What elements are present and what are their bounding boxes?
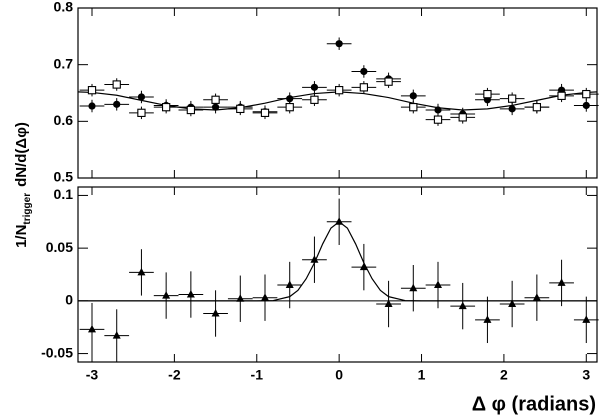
y-tick-label: 0 — [65, 292, 73, 308]
y-tick-label: 0.6 — [54, 112, 74, 128]
x-tick-label: 1 — [418, 367, 426, 383]
data-point — [211, 95, 220, 104]
data-point — [409, 283, 418, 292]
data-point — [112, 80, 121, 89]
data-point — [434, 280, 443, 289]
data-point — [384, 299, 393, 308]
data-point — [310, 255, 319, 263]
x-axis-label: Δ φ (radians) — [472, 393, 596, 415]
data-point — [260, 108, 270, 117]
x-tick-label: -1 — [251, 367, 264, 383]
data-point — [137, 267, 146, 276]
y-tick-label: 0.5 — [54, 169, 74, 185]
y-tick-label: 0.05 — [46, 239, 73, 255]
data-point — [532, 103, 542, 112]
y-label-subscript: trigger — [22, 193, 33, 225]
data-point — [458, 301, 467, 310]
data-point — [88, 324, 97, 333]
data-point — [236, 294, 245, 302]
data-point — [87, 86, 97, 95]
data-point — [359, 262, 368, 271]
plot-frame — [77, 186, 598, 363]
y-tick-label: -0.05 — [41, 344, 73, 360]
data-point — [310, 83, 319, 91]
data-point — [458, 113, 467, 122]
fit-curve — [78, 221, 597, 302]
data-point — [186, 105, 196, 115]
plot-frame — [77, 7, 598, 179]
data-point — [285, 280, 294, 289]
y-label-part: 1/N — [13, 225, 30, 248]
data-point — [433, 115, 443, 124]
data-point — [211, 309, 220, 317]
y-tick-label: 0.8 — [54, 0, 74, 15]
data-point — [335, 40, 343, 48]
y-tick-label: 0.7 — [54, 55, 74, 71]
data-point — [162, 291, 171, 299]
data-point — [483, 315, 492, 323]
data-point — [137, 93, 146, 101]
x-tick-label: -2 — [168, 367, 181, 383]
data-point — [88, 102, 96, 110]
y-tick-label: 0.1 — [54, 186, 74, 202]
data-point — [186, 290, 195, 298]
data-point — [483, 89, 492, 99]
data-point — [434, 106, 442, 114]
data-point — [360, 67, 368, 76]
data-point — [384, 77, 393, 86]
data-point — [557, 91, 566, 100]
data-point — [285, 103, 294, 112]
data-point — [359, 83, 369, 92]
data-point — [409, 92, 417, 100]
data-point — [335, 217, 344, 225]
x-tick-label: 2 — [500, 367, 508, 383]
data-point — [161, 103, 171, 112]
data-point — [137, 108, 146, 117]
data-point — [236, 104, 245, 114]
data-point — [557, 278, 566, 286]
data-point — [582, 101, 590, 110]
data-point — [582, 89, 591, 99]
data-point — [261, 293, 270, 301]
data-point — [582, 315, 591, 323]
data-point — [211, 103, 220, 111]
x-tick-label: -3 — [86, 367, 99, 383]
x-tick-label: 0 — [335, 367, 343, 383]
data-point — [310, 95, 319, 104]
data-point — [508, 299, 517, 308]
x-tick-label: 3 — [582, 367, 590, 383]
y-label-part: dN/d(Δφ) — [13, 122, 30, 187]
data-point — [113, 100, 121, 108]
data-point — [507, 94, 517, 103]
data-point — [409, 103, 418, 112]
y-axis-label: 1/Ntrigger dN/d(Δφ) — [13, 122, 33, 248]
data-point — [112, 331, 121, 339]
data-point — [286, 95, 294, 103]
data-point — [334, 86, 344, 95]
data-point — [532, 293, 541, 301]
data-point — [508, 105, 516, 113]
